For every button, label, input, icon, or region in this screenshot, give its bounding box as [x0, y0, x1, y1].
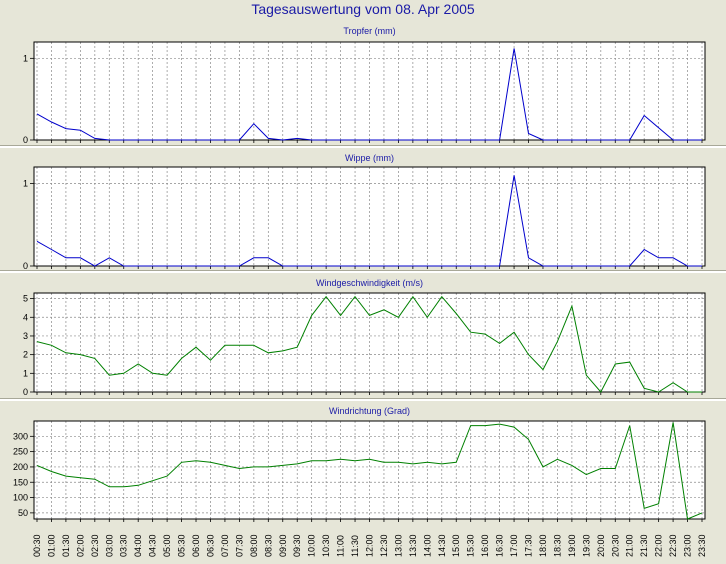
y-tick-label: 50 — [18, 508, 28, 518]
x-tick-label: 16:00 — [480, 534, 490, 557]
x-tick-label: 12:30 — [379, 534, 389, 557]
x-tick-label: 10:30 — [321, 534, 331, 557]
y-tick-label: 0 — [23, 387, 28, 397]
x-tick-label: 23:00 — [683, 534, 693, 557]
y-tick-label: 1 — [23, 368, 28, 378]
x-tick-label: 06:30 — [205, 534, 215, 557]
panel-title: Tropfer (mm) — [343, 26, 395, 36]
x-tick-label: 12:00 — [365, 534, 375, 557]
x-tick-label: 09:30 — [292, 534, 302, 557]
y-tick-label: 200 — [13, 462, 28, 472]
x-tick-label: 02:00 — [75, 534, 85, 557]
x-tick-label: 21:00 — [625, 534, 635, 557]
x-tick-label: 02:30 — [90, 534, 100, 557]
series-line — [36, 175, 702, 267]
x-tick-label: 20:00 — [596, 534, 606, 557]
x-tick-label: 22:00 — [654, 534, 664, 557]
x-tick-label: 08:00 — [249, 534, 259, 557]
panel-title: Windgeschwindigkeit (m/s) — [316, 278, 423, 288]
x-tick-label: 13:30 — [408, 534, 418, 557]
x-tick-label: 01:30 — [61, 534, 71, 557]
y-tick-label: 300 — [13, 431, 28, 441]
x-tick-label: 18:30 — [552, 534, 562, 557]
x-tick-label: 17:30 — [524, 534, 534, 557]
x-tick-label: 07:30 — [234, 534, 244, 557]
x-tick-label: 22:30 — [668, 534, 678, 557]
panel-separator — [0, 270, 726, 273]
panel-separator — [0, 398, 726, 401]
y-tick-label: 0 — [23, 261, 28, 271]
x-tick-label: 21:30 — [639, 534, 649, 557]
x-tick-label: 10:00 — [307, 534, 317, 557]
x-tick-label: 11:30 — [350, 535, 360, 557]
x-tick-label: 20:30 — [610, 534, 620, 557]
x-tick-label: 16:30 — [495, 534, 505, 557]
x-tick-label: 14:30 — [437, 534, 447, 557]
series-line — [36, 422, 703, 520]
x-tick-label: 11:00 — [336, 535, 346, 557]
x-tick-label: 04:00 — [133, 534, 143, 557]
x-tick-label: 05:00 — [162, 534, 172, 557]
series-line — [36, 295, 702, 393]
panel-title: Wippe (mm) — [345, 153, 394, 163]
panel-title: Windrichtung (Grad) — [329, 406, 410, 416]
x-tick-label: 07:00 — [220, 534, 230, 557]
x-tick-label: 06:00 — [191, 534, 201, 557]
x-tick-label: 08:30 — [263, 534, 273, 557]
x-tick-label: 15:30 — [466, 534, 476, 557]
x-tick-label: 15:00 — [451, 534, 461, 557]
x-tick-label: 01:00 — [46, 534, 56, 557]
x-tick-label: 14:00 — [422, 534, 432, 557]
series-line — [36, 48, 702, 141]
y-tick-label: 1 — [23, 53, 28, 63]
x-tick-label: 18:00 — [538, 534, 548, 557]
x-tick-label: 23:30 — [697, 534, 707, 557]
plot-frame — [33, 420, 706, 520]
x-tick-label: 00:30 — [32, 534, 42, 557]
y-tick-label: 5 — [23, 294, 28, 304]
x-tick-label: 03:00 — [104, 534, 114, 557]
x-tick-label: 05:30 — [177, 534, 187, 557]
x-tick-label: 09:00 — [278, 534, 288, 557]
panel-separator — [0, 145, 726, 148]
x-tick-label: 13:00 — [393, 534, 403, 557]
x-tick-label: 04:30 — [148, 534, 158, 557]
y-tick-label: 3 — [23, 331, 28, 341]
x-tick-label: 17:00 — [509, 534, 519, 557]
y-tick-label: 4 — [23, 312, 28, 322]
x-tick-label: 19:00 — [567, 534, 577, 557]
page-title: Tagesauswertung vom 08. Apr 2005 — [251, 1, 475, 17]
y-tick-label: 0 — [23, 135, 28, 145]
x-tick-label: 03:30 — [119, 534, 129, 557]
y-tick-label: 1 — [23, 179, 28, 189]
y-tick-label: 100 — [13, 493, 28, 503]
y-tick-label: 2 — [23, 350, 28, 360]
y-tick-label: 150 — [13, 477, 28, 487]
x-tick-label: 19:30 — [581, 534, 591, 557]
plot-frame — [33, 292, 706, 393]
y-tick-label: 250 — [13, 447, 28, 457]
